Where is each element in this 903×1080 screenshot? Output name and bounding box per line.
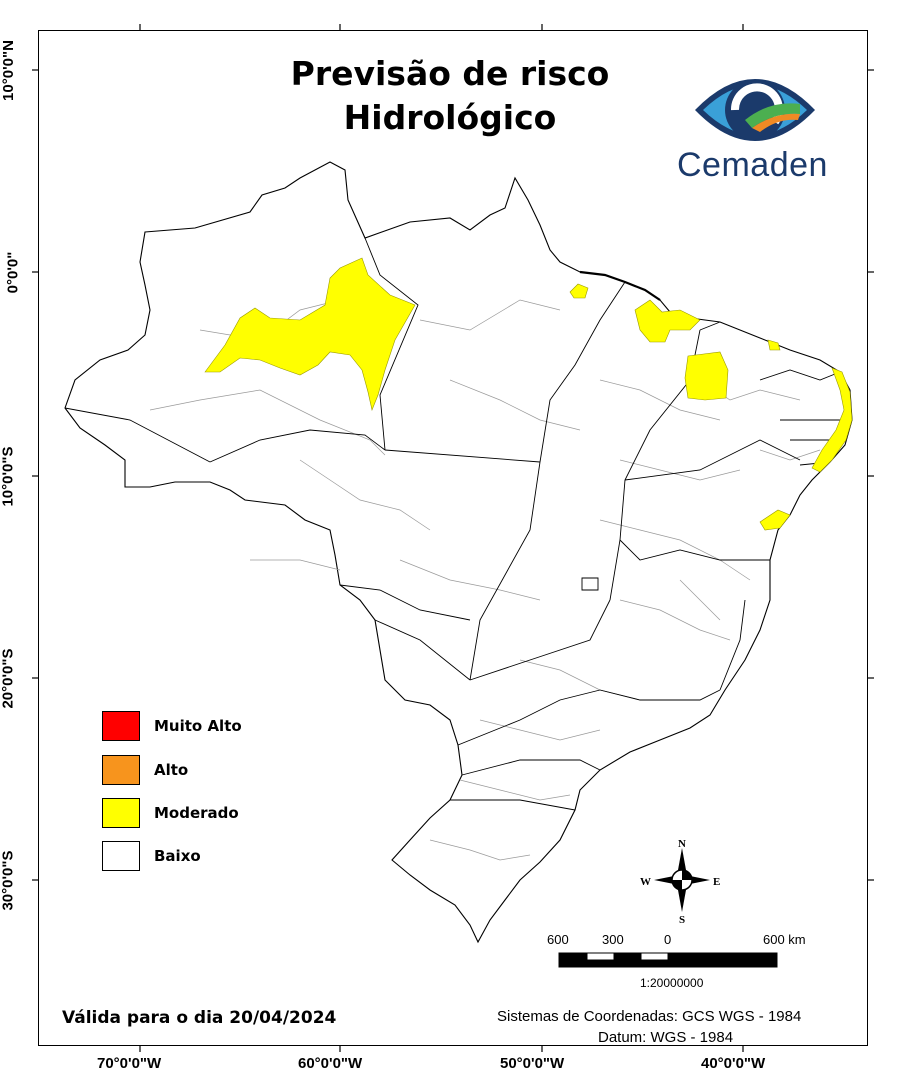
compass-rose xyxy=(654,848,710,912)
lat-label-10n: 10°0'0"N xyxy=(0,40,17,101)
graticule-ticks xyxy=(32,24,874,1052)
scale-label-0: 0 xyxy=(664,932,672,947)
legend-label-moderado: Moderado xyxy=(154,804,239,822)
lon-label-40w: 40°0'0"W xyxy=(701,1055,766,1072)
lon-label-70w: 70°0'0"W xyxy=(97,1055,162,1072)
lat-label-30s: 30°0'0"S xyxy=(0,850,17,911)
cemaden-logo-text: Cemaden xyxy=(677,146,828,184)
state-borders xyxy=(64,237,848,811)
risk-area-amapa-coast xyxy=(569,283,589,299)
lon-label-50w: 50°0'0"W xyxy=(500,1055,565,1072)
compass-s: S xyxy=(679,914,685,926)
legend-label-baixo: Baixo xyxy=(154,847,201,865)
lat-label-0: 0°0'0" xyxy=(4,251,22,294)
lon-label-60w: 60°0'0"W xyxy=(298,1055,363,1072)
legend-item-baixo: Baixo xyxy=(102,841,201,871)
coordinate-system: Sistemas de Coordenadas: GCS WGS - 1984 xyxy=(497,1008,802,1025)
compass-n: N xyxy=(678,838,686,850)
cemaden-eye-logo xyxy=(695,79,815,141)
compass-w: W xyxy=(640,876,651,888)
risk-area-sergipe xyxy=(759,509,791,531)
legend-swatch-alto xyxy=(102,755,140,785)
datum: Datum: WGS - 1984 xyxy=(598,1029,734,1046)
risk-area-amazonas xyxy=(204,257,416,412)
legend-label-alto: Alto xyxy=(154,761,189,779)
scale-label-300: 300 xyxy=(602,932,624,947)
internal-borders xyxy=(149,299,821,861)
lat-label-10s: 10°0'0"S xyxy=(0,446,17,507)
legend-swatch-moderado xyxy=(102,798,140,828)
legend-label-muito-alto: Muito Alto xyxy=(154,717,242,735)
scale-label-600-km: 600 km xyxy=(763,932,806,947)
risk-area-east-coast xyxy=(811,367,853,473)
legend-swatch-baixo xyxy=(102,841,140,871)
compass-e: E xyxy=(713,876,720,888)
risk-moderado-areas xyxy=(204,257,853,531)
scale-bar xyxy=(558,952,778,968)
lat-label-20s: 20°0'0"S xyxy=(0,648,17,709)
legend-swatch-muito-alto xyxy=(102,711,140,741)
map-title-line2: Hidrológico xyxy=(343,98,557,137)
risk-area-maranhao xyxy=(634,299,701,343)
legend-item-moderado: Moderado xyxy=(102,798,239,828)
risk-area-ceara xyxy=(767,339,781,351)
risk-area-piaui xyxy=(684,351,729,401)
scale-ratio: 1:20000000 xyxy=(640,976,704,990)
scale-label-600-left: 600 xyxy=(547,932,569,947)
validity-date: Válida para o dia 20/04/2024 xyxy=(62,1008,337,1028)
legend-item-alto: Alto xyxy=(102,755,188,785)
amazon-delta-coast xyxy=(579,270,661,301)
legend-item-muito-alto: Muito Alto xyxy=(102,711,242,741)
map-title-line1: Previsão de risco xyxy=(290,54,610,93)
